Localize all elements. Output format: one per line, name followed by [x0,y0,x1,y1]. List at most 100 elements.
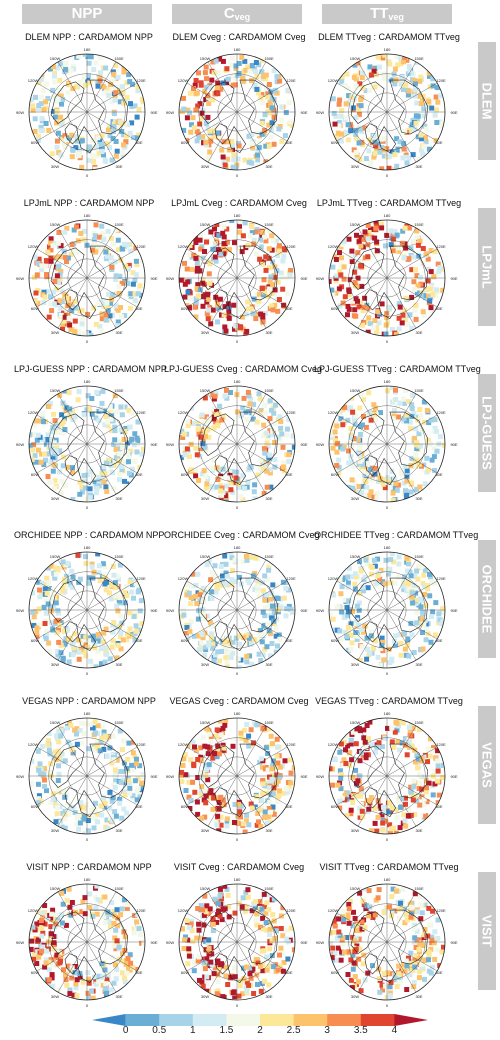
grid-cell [57,271,63,277]
grid-cell [53,571,59,577]
grid-cell [218,564,224,569]
grid-cell [119,245,125,251]
grid-cell [332,420,338,426]
grid-cell [400,155,406,161]
grid-cell [353,127,359,133]
grid-cell [226,315,232,321]
grid-cell [418,74,424,80]
grid-cell [139,783,144,789]
grid-cell [429,457,435,463]
coastline [200,81,235,125]
grid-cell [125,451,131,457]
grid-cell [29,946,34,952]
grid-cell [74,134,80,140]
grid-cell [360,961,366,967]
meridian-line [207,725,238,777]
grid-cell [336,286,342,292]
grid-cell [210,97,216,103]
grid-cell [209,77,215,83]
grid-cell [180,435,186,440]
grid-cell [400,396,406,402]
grid-cell [378,646,384,651]
grid-cell [403,388,409,393]
grid-cell [338,775,344,781]
grid-cell [420,630,425,635]
longitude-label: 90E [450,608,457,613]
grid-cell [188,601,194,607]
grid-cell [39,591,45,597]
grid-cell [356,484,362,489]
grid-cell [75,552,81,558]
grid-cell [363,479,369,485]
grid-cell [114,938,120,944]
grid-cell [224,66,230,72]
grid-cell [124,80,130,86]
grid-cell [254,722,260,728]
grid-cell [86,60,92,66]
grid-cell [58,243,64,249]
grid-cell [42,964,48,970]
grid-cell [47,301,53,307]
grid-cell [334,935,340,941]
grid-cell [43,99,49,105]
grid-cell [245,389,251,395]
grid-cell [350,485,356,491]
grid-cell [240,314,246,320]
grid-cell [82,485,88,491]
grid-cell [264,430,270,436]
grid-cell [272,764,278,770]
grid-cell [108,255,114,261]
grid-cell [87,406,93,412]
grid-cell [95,135,101,141]
grid-cell [126,778,132,784]
grid-cell [54,99,60,105]
grid-cell [86,980,92,986]
grid-cell [262,622,268,628]
grid-cell [344,735,350,741]
grid-cell [111,462,117,468]
grid-cell [205,125,211,131]
map-border [328,717,446,835]
grid-cell [206,101,212,106]
grid-cell [260,915,266,921]
grid-cell [339,108,345,114]
grid-cell [136,106,142,112]
grid-cell [191,125,197,131]
grid-cell [96,417,102,423]
grid-cell [127,579,133,585]
grid-cell [275,596,281,601]
grid-cell [264,927,270,933]
grid-cell [401,146,407,152]
grid-cell [199,815,205,821]
grid-cell [263,766,268,772]
grid-cell [354,636,360,642]
grid-cell [367,798,373,804]
grid-cell [115,642,121,648]
grid-cell [369,140,375,146]
grid-cell [277,249,282,255]
grid-cell [119,314,124,320]
grid-cell [403,295,409,301]
meridian-line [186,580,238,611]
grid-cell [95,897,101,903]
grid-cell [421,622,427,628]
grid-cell [101,746,107,752]
grid-cell [329,766,333,772]
grid-cell [53,600,59,606]
map-panel-title: VEGAS TTveg : CARDAMOM TTveg [315,696,463,706]
grid-cell [115,323,120,329]
longitude-label: 60E [135,306,142,311]
grid-cell [257,899,263,905]
grid-cell [335,440,341,446]
grid-cell [266,455,272,461]
grid-cell [341,276,347,282]
grid-cell [63,482,69,488]
grid-cell [36,622,42,628]
grid-cell [185,937,191,943]
grid-cell [343,761,349,766]
grid-cell [361,588,366,594]
grid-cell [415,283,421,289]
grid-cell [346,460,352,466]
grid-cell [132,431,138,437]
grid-cell [32,129,38,134]
